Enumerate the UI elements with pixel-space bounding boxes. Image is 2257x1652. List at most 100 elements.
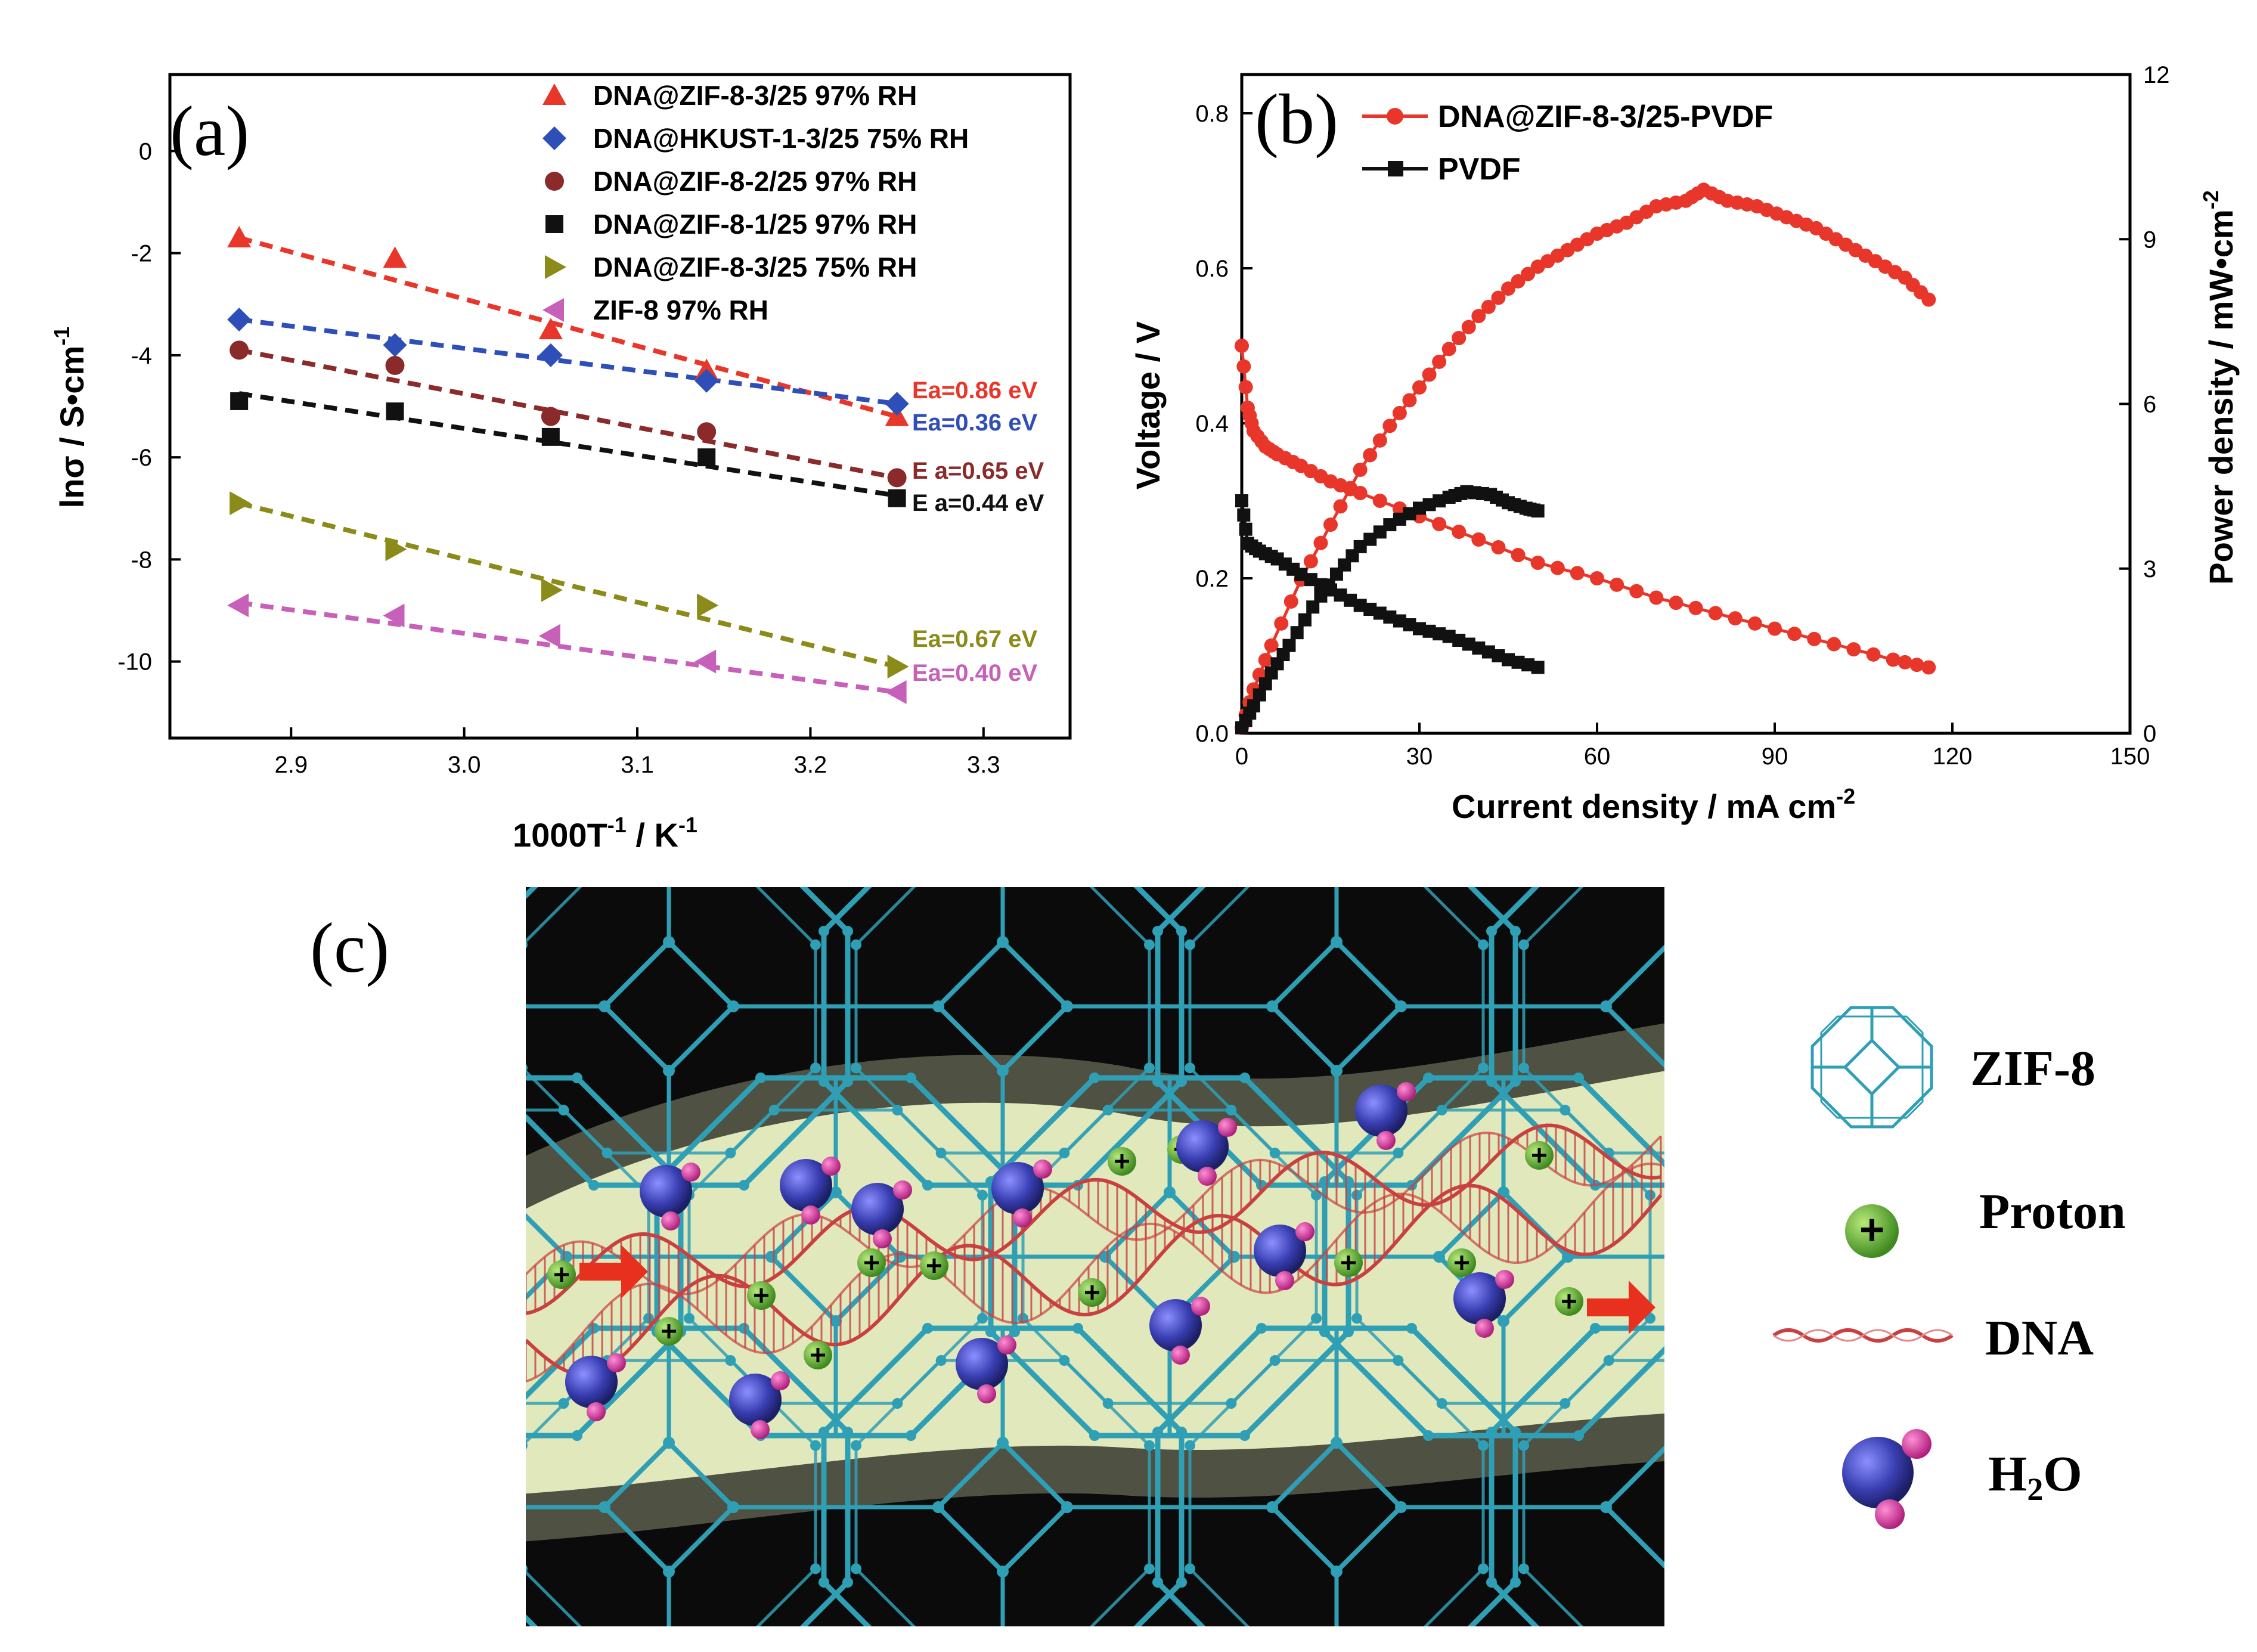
b-polarization-point-1 — [1235, 494, 1248, 507]
a-legend-label-0: DNA@ZIF-8-3/25 97% RH — [593, 80, 917, 111]
b-polarization-point-0 — [1372, 494, 1387, 508]
water-molecule-7 — [1355, 1082, 1416, 1150]
water-molecule-0 — [640, 1163, 700, 1231]
b-power-point-1 — [1393, 512, 1406, 526]
b-power-point-0 — [1392, 405, 1407, 420]
b-polarization-point-0 — [1511, 548, 1526, 562]
panel-a-fit-lines — [238, 235, 898, 695]
a-legend-label-3: DNA@ZIF-8-1/25 97% RH — [593, 209, 917, 240]
b-polarization-point-1 — [1344, 593, 1357, 607]
b-polarization-point-0 — [1728, 611, 1743, 626]
a-ea-label-0: Ea=0.86 eV — [912, 377, 1037, 404]
a-y-tick-label: -10 — [117, 649, 152, 675]
b-x-tick-label: 90 — [1762, 743, 1788, 770]
a-point-s5-3 — [695, 649, 717, 674]
a-legend-label-4: DNA@ZIF-8-3/25 75% RH — [593, 252, 917, 283]
a-point-s2-4 — [887, 468, 907, 488]
b-power-point-0 — [1461, 320, 1476, 334]
panel-b-frame — [1240, 73, 2132, 735]
b-polarization-point-0 — [1688, 600, 1703, 615]
a-ea-label-4: Ea=0.67 eV — [912, 626, 1037, 652]
b-y-left-tick-label: 0.6 — [1195, 256, 1229, 282]
b-power-point-1 — [1403, 507, 1416, 520]
water-molecule-3 — [991, 1160, 1052, 1228]
b-polarization-point-0 — [1235, 339, 1249, 353]
b-polarization-point-0 — [1807, 631, 1822, 646]
b-polarization-point-0 — [1629, 584, 1644, 599]
b-polarization-point-1 — [1304, 573, 1317, 587]
zif8-framework — [526, 887, 1664, 1626]
a-x-tick-label: 3.3 — [967, 752, 1000, 778]
b-polarization-point-0 — [1768, 621, 1782, 636]
panel-b-data-points — [1235, 182, 1936, 735]
panel-b-ticks: 0 30 60 90 120 150 0.0 0.2 0.4 0.6 0.8 0 3 6 9 12 — [1195, 62, 2169, 770]
b-polarization-point-0 — [1669, 596, 1684, 610]
a-legend-marker-2 — [545, 172, 564, 191]
b-polarization-point-1 — [1413, 622, 1426, 636]
a-fit-line-4 — [238, 501, 898, 670]
b-power-point-1 — [1298, 613, 1312, 627]
water-molecules — [565, 1082, 1514, 1439]
b-x-tick-label: 120 — [1933, 743, 1973, 770]
b-polarization-point-1 — [1422, 624, 1436, 638]
a-point-s5-0 — [227, 593, 249, 618]
b-power-point-1 — [1247, 699, 1260, 712]
b-polarization-point-0 — [1471, 532, 1486, 547]
a-point-s2-1 — [385, 356, 405, 376]
a-legend-label-5: ZIF-8 97% RH — [593, 295, 768, 326]
b-polarization-point-0 — [1570, 566, 1585, 581]
outlet-arrow-icon — [1587, 1281, 1655, 1334]
b-power-point-0 — [1323, 517, 1338, 532]
b-polarization-point-0 — [1610, 577, 1624, 592]
panel-a-x-axis-label: 1000T-1 / K-1 — [513, 813, 697, 854]
b-polarization-point-0 — [1921, 660, 1936, 675]
a-point-s5-4 — [885, 680, 907, 704]
proton-1 — [655, 1317, 683, 1346]
b-power-point-0 — [1511, 274, 1526, 289]
panel-a-activation-energies: Ea=0.86 eV Ea=0.36 eV E a=0.65 eV E a=0.44 … — [912, 377, 1044, 686]
b-polarization-point-1 — [1492, 649, 1505, 662]
b-polarization-point-1 — [1481, 645, 1495, 659]
proton-symbol: + — [1859, 1206, 1884, 1254]
b-polarization-point-1 — [1294, 568, 1308, 581]
b-power-point-0 — [1353, 463, 1368, 477]
b-legend-marker-1 — [1388, 161, 1403, 176]
a-y-tick-label: 0 — [139, 138, 152, 165]
b-power-point-1 — [1422, 498, 1436, 512]
a-ea-label-1: Ea=0.36 eV — [912, 410, 1037, 436]
b-power-point-0 — [1363, 448, 1378, 463]
a-ea-label-3: E a=0.44 eV — [912, 490, 1044, 516]
b-power-point-0 — [1283, 594, 1298, 609]
zif8-dna-schematic — [526, 887, 1664, 1626]
b-y-left-tick-label: 0.0 — [1195, 721, 1229, 747]
a-point-s3-0 — [230, 392, 249, 410]
b-power-point-0 — [1432, 354, 1447, 369]
b-polarization-point-1 — [1442, 630, 1456, 643]
b-legend-marker-0 — [1387, 108, 1403, 125]
a-x-tick-label: 2.9 — [274, 752, 308, 778]
b-power-point-1 — [1290, 626, 1304, 640]
b-y-left-tick-label: 0.2 — [1195, 566, 1229, 592]
a-x-tick-label: 3.1 — [621, 752, 654, 778]
proton-6 — [1078, 1278, 1106, 1307]
proton-9 — [1334, 1248, 1363, 1277]
b-power-point-0 — [1274, 616, 1289, 631]
b-legend-label-0: DNA@ZIF-8-3/25-PVDF — [1438, 100, 1773, 134]
panel-a-label: (a) — [170, 91, 249, 171]
b-polarization-point-0 — [1846, 642, 1861, 657]
b-power-point-0 — [1333, 499, 1348, 514]
proton-icon: + — [1845, 1204, 1899, 1258]
water-molecule-4 — [1176, 1118, 1237, 1186]
a-legend-marker-3 — [545, 215, 563, 233]
b-power-point-0 — [1303, 554, 1318, 569]
b-power-point-1 — [1252, 688, 1266, 702]
b-polarization-point-0 — [1708, 606, 1723, 621]
a-point-s0-0 — [227, 225, 252, 247]
b-polarization-point-0 — [1909, 658, 1924, 672]
panel-c-schematic: (c) — [310, 887, 2126, 1626]
panel-b-left-axis-label: Voltage / V — [1129, 321, 1167, 489]
b-polarization-point-1 — [1403, 618, 1416, 631]
legend-label-dna: DNA — [1985, 1310, 2094, 1366]
b-power-point-0 — [1372, 433, 1387, 448]
